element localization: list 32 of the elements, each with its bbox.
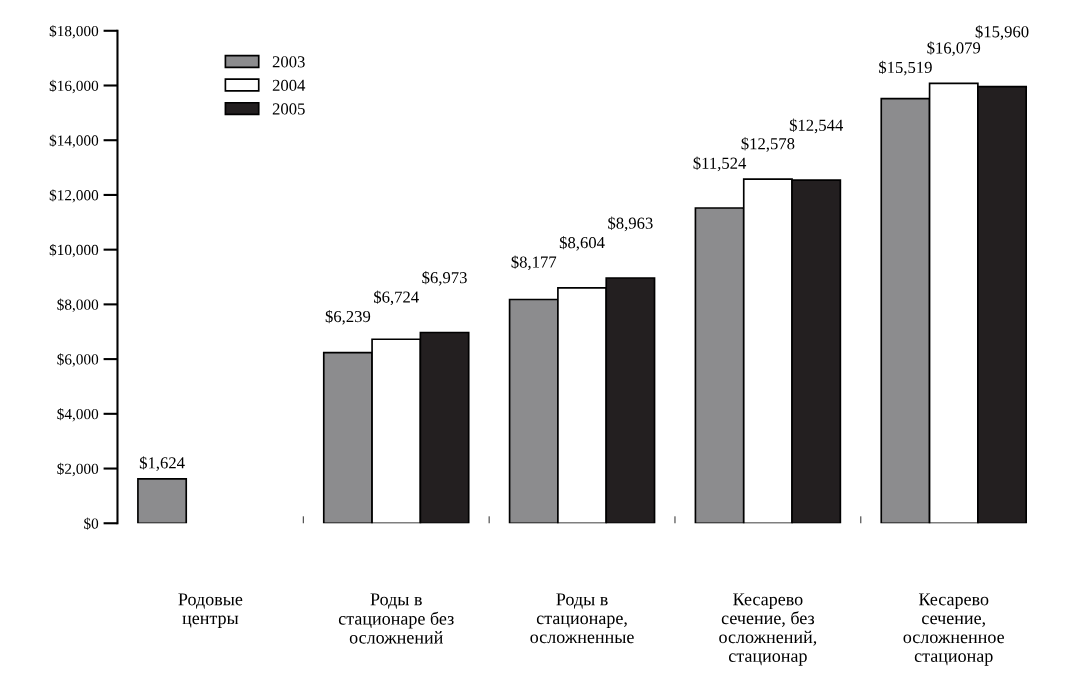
- x-tick-label: Кесарево сечение, без осложнений, стационар: [719, 593, 817, 666]
- data-label: $8,963: [608, 216, 653, 232]
- data-label: $8,177: [511, 255, 557, 271]
- data-label: $15,519: [879, 60, 932, 76]
- legend-label: 2003: [272, 56, 305, 68]
- legend-label: 2005: [272, 103, 305, 115]
- data-label: $6,239: [325, 309, 371, 325]
- y-tick-label: $14,000: [49, 134, 99, 148]
- x-tick-label: Кесарево сечение, осложненное стационар: [903, 593, 1005, 666]
- data-label: $15,960: [975, 25, 1029, 40]
- y-tick-label: $18,000: [49, 25, 99, 39]
- data-label: $6,724: [374, 290, 419, 306]
- y-tick-label: $6,000: [57, 353, 99, 367]
- data-label: $6,973: [422, 271, 467, 286]
- bar: [137, 477, 188, 524]
- data-label: $12,544: [789, 118, 844, 134]
- y-tick-label: $4,000: [57, 408, 99, 422]
- data-label: $12,578: [741, 137, 795, 152]
- legend-label: 2004: [272, 79, 306, 92]
- data-label: $1,624: [139, 456, 185, 471]
- x-tick-label: Роды в стационаре без осложнений: [338, 593, 454, 644]
- y-tick-label: $8,000: [57, 298, 99, 313]
- data-label: $16,079: [927, 41, 981, 56]
- y-tick-label: $16,000: [49, 79, 99, 94]
- x-tick-label: Родовые центры: [178, 593, 243, 628]
- data-label: $8,604: [559, 236, 605, 251]
- y-tick-label: $0: [84, 517, 99, 530]
- y-tick-label: $10,000: [49, 243, 99, 258]
- x-tick-label: Роды в стационаре, осложненные: [530, 593, 634, 644]
- y-tick-label: $2,000: [57, 462, 99, 477]
- y-tick-label: $12,000: [49, 189, 99, 203]
- data-label: $11,524: [693, 156, 747, 172]
